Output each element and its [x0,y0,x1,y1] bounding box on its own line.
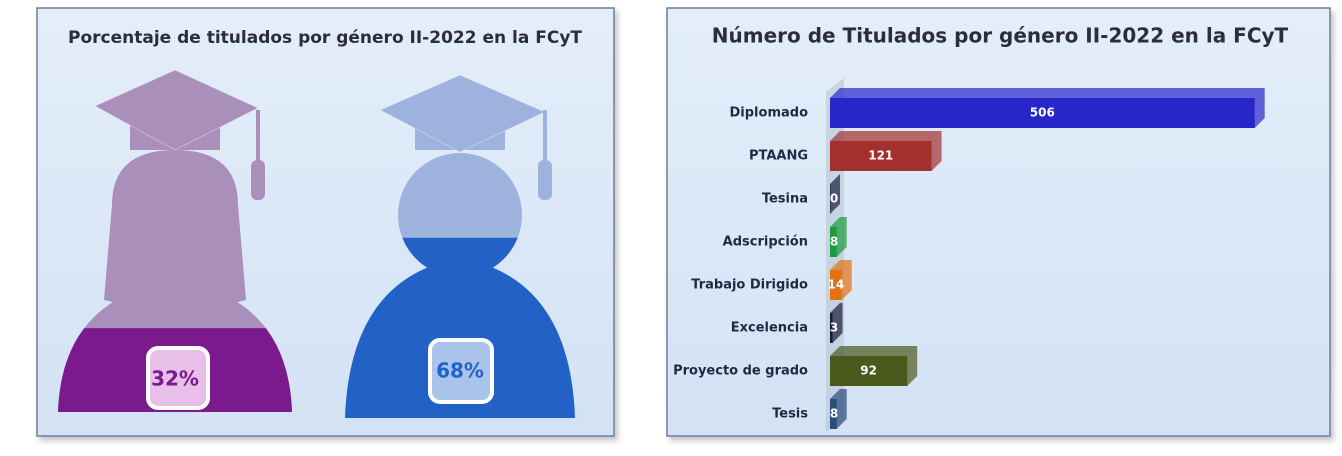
value-label: 8 [830,407,838,421]
y-tick-label: Diplomado [730,106,809,121]
tassel [251,160,265,200]
y-tick-label: PTAANG [749,149,808,164]
value-label: 92 [860,364,877,378]
bar [830,399,837,429]
right-panel [666,7,1331,437]
chart-title: Número de Titulados por género II-2022 e… [712,24,1289,48]
value-label: 121 [868,149,893,163]
value-label: 3 [830,321,838,335]
value-label: 14 [828,278,845,292]
bar [830,141,932,171]
bar [830,356,908,386]
bar [830,98,1255,128]
y-tick-label: Trabajo Dirigido [691,278,808,293]
mortarboard [93,69,260,151]
value-label: 32% [151,367,199,391]
y-tick-label: Excelencia [731,321,808,336]
value-label: 506 [1030,106,1055,120]
bar-depth [830,303,843,343]
y-tick-label: Adscripción [723,235,808,250]
bar [830,270,842,300]
bar [830,184,831,214]
chart-title: Porcentaje de titulados por género II-20… [68,28,582,48]
value-label: 0 [830,192,838,206]
label-box [428,338,494,404]
label-box [146,346,210,410]
pictogram: 32% 68% [58,69,575,418]
bar-chart: Diplomado 506 PTAANG 121 Tesina 0 Adscripción 8… [673,78,1265,432]
tassel [538,160,552,200]
value-label: 68% [436,359,484,383]
bar [830,227,837,257]
y-tick-label: Tesina [762,192,808,207]
bar-depth [830,174,840,214]
bar [830,313,833,343]
y-tick-label: Proyecto de grado [673,364,808,379]
value-label: 8 [830,235,838,249]
y-tick-label: Tesis [772,407,808,422]
figure-body [104,150,246,309]
